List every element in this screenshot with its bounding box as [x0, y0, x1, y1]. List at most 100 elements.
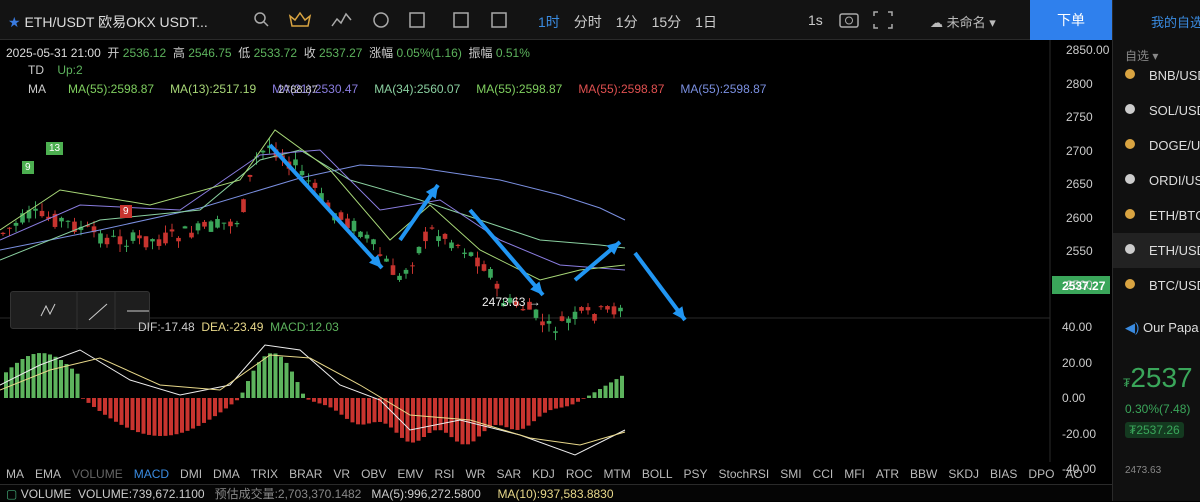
macd-bar — [614, 379, 619, 398]
indicator-tab[interactable]: SAR — [496, 467, 522, 481]
watchlist-title[interactable]: 我的自选 — [1151, 15, 1200, 30]
ma-line — [0, 129, 626, 281]
indicator-tab[interactable]: BIAS — [990, 467, 1018, 481]
candle-body — [403, 269, 409, 274]
indicator-tab[interactable]: AO — [1065, 467, 1083, 481]
drawing-tools — [10, 291, 151, 330]
label: 开 — [107, 46, 120, 60]
indicator-tab[interactable]: DPO — [1028, 467, 1055, 481]
macd-bar — [378, 398, 382, 422]
interval[interactable]: 分时 — [573, 14, 602, 30]
indicator-tab[interactable]: VR — [333, 467, 351, 481]
price-change: 0.30%(7.48) — [1125, 402, 1191, 416]
indicator-tab[interactable]: TRIX — [250, 467, 279, 481]
indicator-tab[interactable]: MA — [6, 467, 24, 481]
interval[interactable]: 1日 — [695, 14, 717, 30]
indicator-tab[interactable]: MTM — [603, 467, 631, 481]
macd-bar — [59, 359, 63, 398]
macd-tick-label: -40.00 — [1062, 462, 1097, 476]
macd-bar — [477, 398, 481, 437]
indicator-tab[interactable]: KDJ — [532, 467, 555, 481]
order-button[interactable]: 下单 — [1030, 0, 1112, 40]
indicator-tab[interactable]: StochRSI — [718, 467, 770, 481]
macd-bar — [103, 398, 107, 415]
candle-body — [540, 321, 545, 326]
speed[interactable]: 1s — [808, 12, 823, 28]
macd-bar — [394, 398, 399, 433]
candle-body — [494, 283, 500, 289]
candles — [0, 138, 623, 341]
candle-body — [124, 245, 129, 247]
value: 2536.12 — [122, 46, 167, 60]
candle-body — [104, 237, 110, 245]
layout[interactable]: ☁ 未命名 ▾ — [930, 15, 996, 30]
candle-body — [26, 210, 32, 219]
candle-body — [416, 246, 422, 254]
macd-bar — [521, 398, 525, 429]
macd-bar — [515, 398, 520, 430]
indicator-tab[interactable]: OBV — [361, 467, 387, 481]
arrow-head — [369, 254, 382, 268]
indicator-tab[interactable]: CCI — [812, 467, 834, 481]
indicator-tab[interactable]: MACD — [133, 467, 170, 481]
macd-bar — [306, 398, 311, 400]
indicator-tabs: MA EMA VOLUME MACD DMI DMA TRIX BRAR VR OBV EMV RSI… — [6, 467, 1094, 481]
macd-bar — [257, 362, 261, 398]
indicator-tab[interactable]: RSI — [434, 467, 455, 481]
symbol-row[interactable]: BNB/USD — [1113, 58, 1200, 93]
value: 2537.27 — [319, 46, 363, 60]
indicator-tab[interactable]: SMI — [780, 467, 802, 481]
label: 高 — [172, 46, 185, 60]
low-value: 2473.63 — [1125, 465, 1162, 476]
macd-bar — [576, 398, 580, 402]
indicator-tab[interactable]: SKDJ — [948, 467, 980, 481]
interval[interactable]: 1分 — [615, 14, 638, 30]
symbol-row[interactable]: ETH/USD — [1113, 233, 1200, 268]
symbol-row[interactable]: DOGE/USD — [1113, 128, 1200, 163]
tool-icons[interactable] — [11, 292, 151, 330]
macd-value: MACD:12.03 — [270, 320, 339, 334]
indicator-tab[interactable]: DMA — [213, 467, 240, 481]
macd-bar — [251, 370, 256, 398]
price-text: 2537 — [1130, 362, 1193, 393]
indicator-tab[interactable]: BOLL — [641, 467, 673, 481]
price-tick-label: 2700 — [1066, 143, 1093, 158]
watchlist-group[interactable]: 自选 ▾ — [1125, 49, 1159, 63]
macd-bar — [620, 375, 624, 398]
indicator-tab[interactable]: BRAR — [289, 467, 323, 481]
symbol-row[interactable]: BTC/USD — [1113, 268, 1200, 303]
ma-item: MA(21):2530.47 — [272, 82, 359, 96]
indicator-tab[interactable]: MFI — [844, 467, 865, 481]
candle-body — [137, 235, 142, 239]
news[interactable]: ◀) Our Papa — [1125, 320, 1199, 335]
indicator-tab[interactable]: DMI — [180, 467, 203, 481]
indicator-tab[interactable]: ATR — [875, 467, 900, 481]
macd-bar — [493, 398, 498, 426]
macd-bar — [455, 398, 459, 442]
arrow-head — [425, 185, 438, 199]
indicator-tab[interactable]: PSY — [683, 467, 708, 481]
symbol-name: ORDI/USD — [1149, 173, 1200, 188]
indicator-tab[interactable]: VOLUME — [72, 467, 123, 481]
macd-bar — [460, 398, 465, 445]
candle-body — [143, 236, 149, 248]
time: 2025-05-31 21:00 — [6, 46, 101, 60]
indicator-tab[interactable]: EMV — [397, 467, 424, 481]
symbol-row[interactable]: ORDI/USD — [1113, 163, 1200, 198]
interval[interactable]: 1时 — [538, 14, 560, 30]
symbol-row[interactable]: ETH/BTC — [1113, 198, 1200, 233]
candle-body — [312, 182, 318, 188]
label: 收 — [303, 46, 316, 60]
symbol[interactable]: ★ ETH/USDT 欧易OKX USDT... — [8, 14, 208, 30]
dea-line — [0, 354, 626, 446]
candle-body — [59, 217, 64, 222]
indicator-tab[interactable]: BBW — [910, 467, 938, 481]
symbol-row[interactable]: SOL/USD — [1113, 93, 1200, 128]
interval[interactable]: 15分 — [651, 14, 682, 30]
macd-bar — [20, 359, 25, 398]
indicator-tab[interactable]: WR — [465, 467, 486, 481]
indicator-tab[interactable]: ROC — [565, 467, 593, 481]
price-tick-label: 2650 — [1066, 177, 1093, 191]
indicator-tab[interactable]: EMA — [35, 467, 62, 481]
macd-bar — [207, 398, 212, 420]
